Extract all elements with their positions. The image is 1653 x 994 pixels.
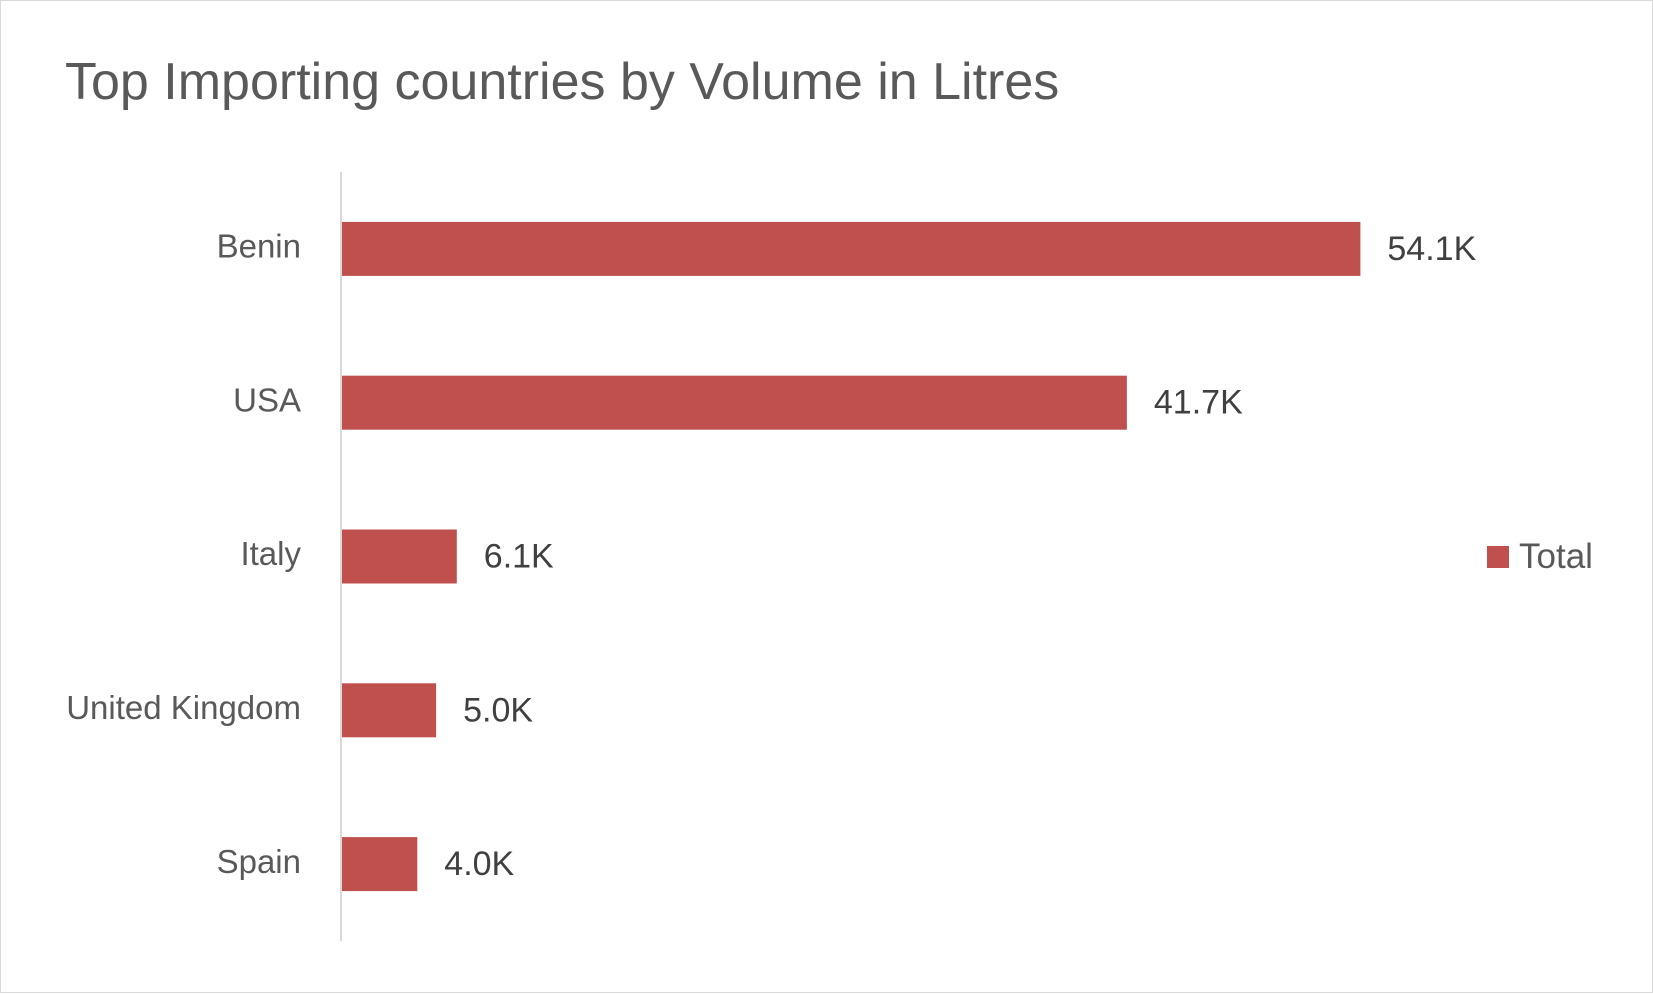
legend: Total [1487, 537, 1593, 577]
bar-italy [342, 529, 457, 584]
bar-benin [342, 221, 1361, 276]
data-label: 4.0K [444, 845, 514, 883]
bar-united-kingdom [342, 683, 437, 738]
chart-title: Top Importing countries by Volume in Lit… [65, 53, 1060, 111]
category-label: United Kingdom [66, 689, 301, 726]
bar-usa [342, 375, 1127, 430]
legend-swatch-total [1487, 546, 1509, 568]
data-label: 54.1K [1387, 230, 1476, 268]
bar-spain [342, 837, 418, 892]
category-label: Italy [240, 535, 301, 572]
legend-label-total: Total [1519, 537, 1593, 576]
category-label: USA [233, 381, 301, 418]
data-label: 5.0K [463, 691, 533, 729]
data-label: 6.1K [484, 537, 554, 575]
category-label: Benin [217, 228, 301, 265]
category-label: Spain [217, 843, 301, 880]
data-label: 41.7K [1154, 384, 1243, 422]
